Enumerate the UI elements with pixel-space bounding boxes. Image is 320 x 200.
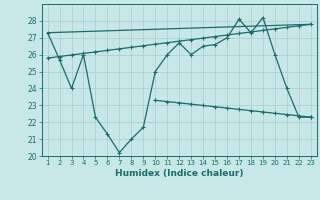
X-axis label: Humidex (Indice chaleur): Humidex (Indice chaleur) bbox=[115, 169, 244, 178]
